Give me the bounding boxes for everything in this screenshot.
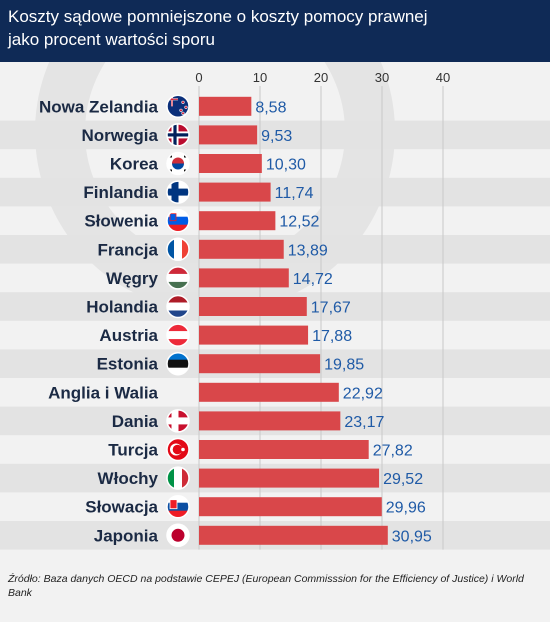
category-label: Holandia xyxy=(86,298,158,317)
bar xyxy=(199,96,252,116)
value-label: 19,85 xyxy=(324,357,364,374)
source-note: Źródło: Baza danych OECD na podstawie CE… xyxy=(8,573,524,599)
category-label: Słowenia xyxy=(84,212,158,231)
bar xyxy=(199,468,380,488)
category-label: Włochy xyxy=(98,469,159,488)
estonia-flag-icon xyxy=(166,351,190,376)
value-label: 17,67 xyxy=(311,300,351,317)
value-label: 29,96 xyxy=(386,500,426,517)
turkey-flag-icon xyxy=(166,437,190,462)
bar xyxy=(199,154,262,173)
category-label: Anglia i Walia xyxy=(48,383,158,402)
chart-title-line-1: Koszty sądowe pomniejszone o koszty pomo… xyxy=(8,7,428,26)
bar xyxy=(199,354,321,374)
category-label: Francja xyxy=(98,240,159,259)
chart-header: Koszty sądowe pomniejszone o koszty pomo… xyxy=(0,0,550,62)
bar xyxy=(199,325,309,345)
bar xyxy=(199,125,258,145)
slovakia-flag-icon xyxy=(166,494,190,519)
norway-flag-icon xyxy=(166,123,190,147)
x-tick-label: 40 xyxy=(436,70,450,85)
category-label: Norwegia xyxy=(81,126,158,145)
bar xyxy=(199,411,341,431)
value-label: 9,53 xyxy=(261,128,292,145)
value-label: 30,95 xyxy=(392,528,432,545)
value-label: 10,30 xyxy=(266,157,306,174)
category-label: Estonia xyxy=(97,355,159,374)
bar-chart: 0 10 20 30 40 Nowa Zelandia 8,58 Norwegia 9,53 K… xyxy=(0,62,550,550)
chart-rows: Nowa Zelandia 8,58 Norwegia 9,53 Korea 10,30 F… xyxy=(39,94,432,548)
south-korea-flag-icon xyxy=(166,151,190,176)
x-tick-label: 20 xyxy=(314,70,328,85)
bar xyxy=(199,268,289,288)
value-label: 17,88 xyxy=(312,328,352,345)
denmark-flag-icon xyxy=(166,409,190,433)
category-label: Finlandia xyxy=(83,183,158,202)
value-label: 14,72 xyxy=(293,271,333,288)
value-label: 8,58 xyxy=(255,99,286,116)
bar xyxy=(199,182,271,202)
x-tick-label: 30 xyxy=(375,70,389,85)
new-zealand-flag-icon xyxy=(166,94,190,119)
value-label: 12,52 xyxy=(279,214,319,231)
value-label: 27,82 xyxy=(373,443,413,460)
category-label: Austria xyxy=(99,326,158,345)
slovenia-flag-icon xyxy=(166,208,190,233)
category-label: Turcja xyxy=(108,441,158,460)
category-label: Nowa Zelandia xyxy=(39,97,159,116)
row-band xyxy=(0,177,550,207)
bar xyxy=(199,440,369,459)
bar xyxy=(199,382,339,402)
x-tick-label: 0 xyxy=(195,70,202,85)
x-tick-label: 10 xyxy=(253,70,267,85)
france-flag-icon xyxy=(166,237,190,262)
value-label: 29,52 xyxy=(383,471,423,488)
category-label: Korea xyxy=(110,155,159,174)
bar xyxy=(199,239,284,259)
value-label: 22,92 xyxy=(343,385,383,402)
bar xyxy=(199,497,382,517)
hungary-flag-icon xyxy=(166,266,190,290)
x-axis-ticks: 0 10 20 30 40 xyxy=(195,70,450,85)
finland-flag-icon xyxy=(166,180,190,204)
bar xyxy=(199,525,388,545)
value-label: 13,89 xyxy=(288,242,328,259)
japan-flag-icon xyxy=(166,523,190,548)
netherlands-flag-icon xyxy=(166,294,190,319)
value-label: 11,74 xyxy=(275,185,314,202)
chart-title-line-2: jako procent wartości sporu xyxy=(8,30,215,49)
value-label: 23,17 xyxy=(344,414,384,431)
category-label: Węgry xyxy=(106,269,159,288)
row-band xyxy=(0,120,550,150)
category-label: Dania xyxy=(112,412,159,431)
category-label: Słowacja xyxy=(85,498,158,517)
category-label: Japonia xyxy=(94,526,159,545)
bar xyxy=(199,297,307,316)
italy-flag-icon xyxy=(166,466,190,490)
austria-flag-icon xyxy=(166,323,190,347)
bar xyxy=(199,211,276,231)
